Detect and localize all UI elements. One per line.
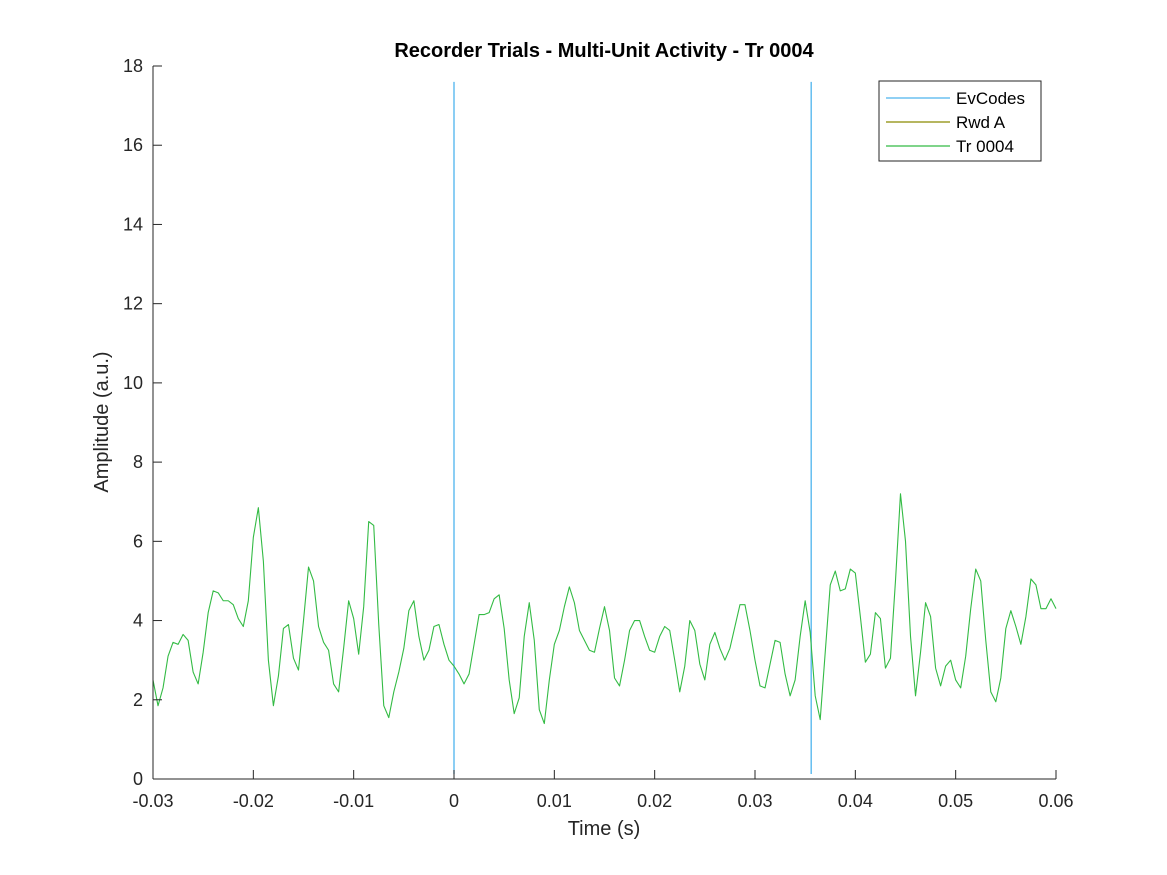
y-tick-label: 16	[123, 135, 143, 155]
x-tick-label: 0.06	[1038, 791, 1073, 811]
chart-title: Recorder Trials - Multi-Unit Activity - …	[394, 40, 814, 62]
y-ticks: 0 2 4 6 8 10 12 14 16 18	[123, 56, 162, 789]
x-tick-label: 0.04	[838, 791, 873, 811]
x-tick-label: -0.01	[333, 791, 374, 811]
axes: -0.03 -0.02 -0.01 0 0.01 0.02 0.03 0.04 0.05 0.06…	[123, 56, 1074, 811]
x-tick-label: 0	[449, 791, 459, 811]
y-tick-label: 8	[133, 452, 143, 472]
legend: EvCodes Rwd A Tr 0004	[878, 80, 1042, 162]
x-tick-label: 0.03	[737, 791, 772, 811]
y-tick-label: 4	[133, 611, 143, 631]
y-tick-label: 14	[123, 214, 143, 234]
x-ticks: -0.03 -0.02 -0.01 0 0.01 0.02 0.03 0.04 0.05 0.06	[132, 770, 1074, 811]
legend-label: Rwd A	[956, 113, 1006, 132]
y-axis-label: Amplitude (a.u.)	[91, 351, 113, 492]
y-tick-label: 18	[123, 56, 143, 76]
legend-label: Tr 0004	[956, 137, 1014, 156]
x-axis-label: Time (s)	[568, 818, 641, 840]
y-tick-label: 12	[123, 294, 143, 314]
x-tick-label: -0.03	[132, 791, 173, 811]
y-tick-label: 2	[133, 690, 143, 710]
x-tick-label: 0.02	[637, 791, 672, 811]
event-lines	[453, 81, 812, 774]
x-tick-label: 0.01	[537, 791, 572, 811]
series-line	[152, 493, 1057, 725]
plot-background	[153, 66, 1056, 779]
y-tick-label: 6	[133, 531, 143, 551]
y-tick-label: 0	[133, 769, 143, 789]
legend-label: EvCodes	[956, 89, 1025, 108]
legend-entries: EvCodes Rwd A Tr 0004	[886, 89, 1025, 156]
y-tick-label: 10	[123, 373, 143, 393]
series-layer	[152, 493, 1057, 725]
x-tick-label: -0.02	[233, 791, 274, 811]
legend-box	[878, 80, 1042, 162]
x-tick-label: 0.05	[938, 791, 973, 811]
plot-area	[152, 66, 1057, 779]
